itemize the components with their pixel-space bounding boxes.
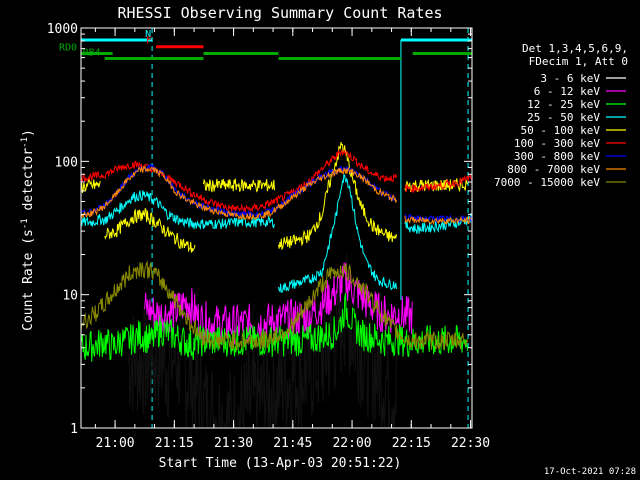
x-tick-label: 22:15 (392, 436, 431, 451)
axes: 1 10 100 1000 21:00 21:15 21:30 21:45 22:00 22:15… (47, 22, 490, 451)
legend-entry: 800 - 7000 keV (507, 163, 600, 176)
x-tick-label: 22:00 (332, 436, 371, 451)
x-tick-label: 21:30 (214, 436, 253, 451)
series-line-100-300keV (404, 173, 473, 194)
x-tick-label: 21:45 (273, 436, 312, 451)
y-tick-label: 1000 (47, 22, 78, 37)
legend-entry: 6 - 12 keV (534, 85, 601, 98)
series-line-25-50keV (278, 173, 397, 294)
series-line-3-6keV (127, 253, 397, 430)
series-line-50-100keV (202, 178, 275, 193)
legend-header: Det 1,3,4,5,6,9, (522, 42, 628, 55)
legend-header: FDecim 1, Att 0 (529, 55, 628, 68)
state-label: RD0 (59, 42, 77, 53)
x-tick-label: 21:15 (155, 436, 194, 451)
series-line-800-7000keV (80, 165, 398, 221)
y-tick-label: 1 (70, 422, 78, 437)
footer-timestamp: 17-Oct-2021 07:28 (544, 467, 636, 477)
series-line-25-50keV (80, 190, 275, 231)
x-tick-label: 22:30 (451, 436, 490, 451)
legend-entry: 300 - 800 keV (514, 150, 600, 163)
legend-entry: 25 - 50 keV (527, 111, 600, 124)
series-line-100-300keV (80, 148, 398, 213)
series-line-50-100keV (404, 178, 468, 193)
chart-title: RHESSI Observing Summary Count Rates (117, 4, 442, 22)
legend-entry: 100 - 300 keV (514, 137, 600, 150)
series-line-25-50keV (404, 212, 473, 234)
legend-entry: 3 - 6 keV (540, 72, 600, 85)
series-line-50-100keV (104, 207, 196, 253)
series-line-7000-15000keV (80, 260, 469, 351)
x-tick-label: 21:00 (96, 436, 135, 451)
y-tick-label: 10 (62, 289, 78, 304)
plot-frame (80, 27, 473, 429)
series-line-300-800keV (80, 163, 397, 219)
x-axis-label: Start Time (13-Apr-03 20:51:22) (159, 456, 402, 471)
series-line-50-100keV (80, 178, 101, 193)
state-label: F (146, 36, 152, 47)
legend: Det 1,3,4,5,6,9,FDecim 1, Att 0 3 - 6 keV… (494, 42, 628, 189)
plot-area: NF RD0 RB4 (59, 28, 473, 430)
y-tick-label: 100 (55, 155, 78, 170)
state-label: N (145, 29, 151, 40)
state-label: RB4 (83, 47, 101, 58)
y-axis-label: Count Rate (s-1 detector-1) (20, 129, 36, 331)
series-line-800-7000keV (404, 215, 473, 225)
legend-entry: 7000 - 15000 keV (494, 176, 600, 189)
legend-entry: 12 - 25 keV (527, 98, 600, 111)
legend-entry: 50 - 100 keV (521, 124, 601, 137)
